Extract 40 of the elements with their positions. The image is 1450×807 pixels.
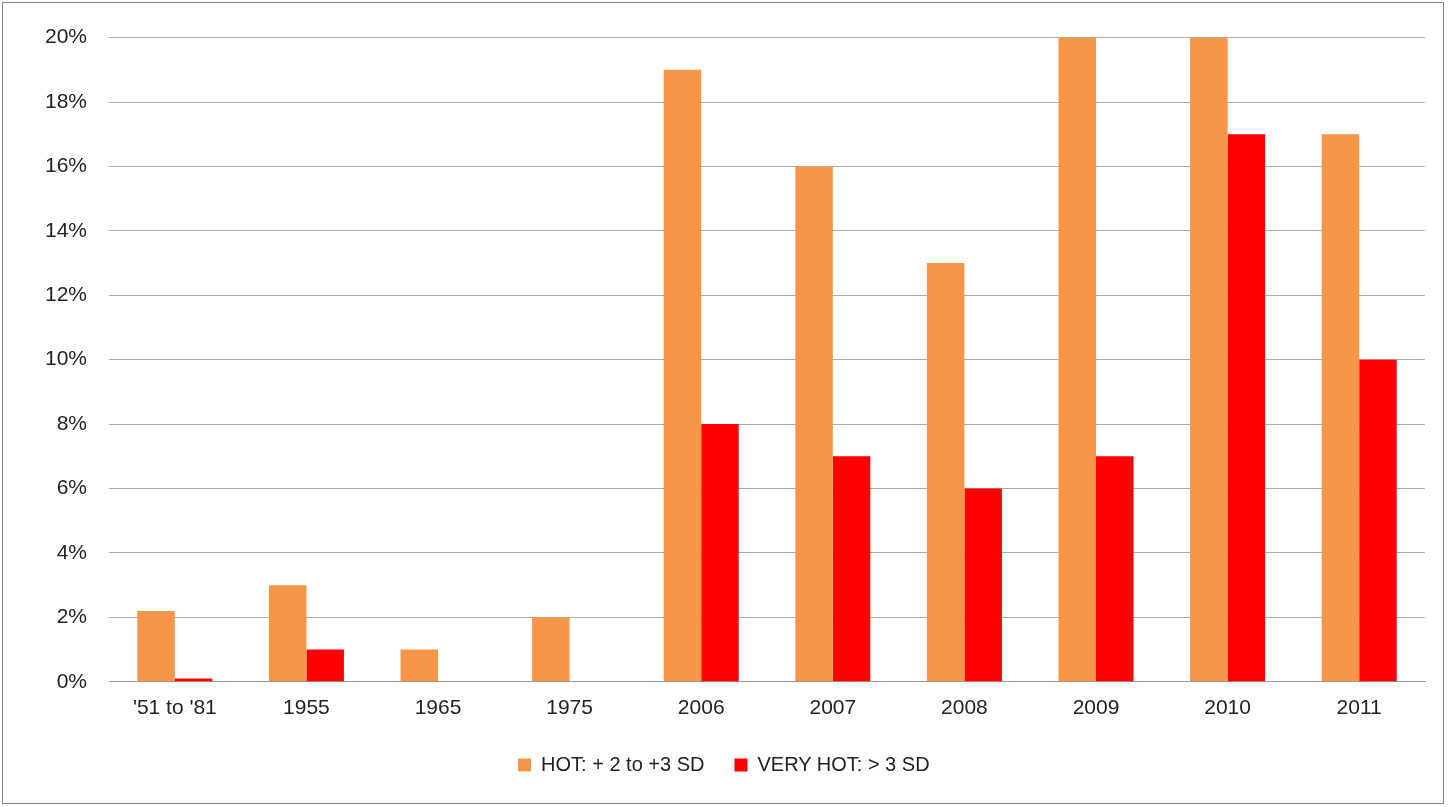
bar [663,69,702,682]
bar [268,585,307,682]
y-tick-label: 6% [56,475,88,499]
bar [926,263,965,682]
y-tick-label: 16% [45,153,88,177]
x-tick-label: 2009 [1072,695,1120,719]
x-tick-label: 1975 [546,695,593,719]
x-tick-label: 1955 [283,695,330,719]
x-tick-label: 1965 [414,695,462,719]
x-tick-label: 2008 [941,695,988,719]
y-tick-label: 20% [45,24,88,48]
bar [306,649,344,682]
y-tick-label: 8% [56,410,88,434]
bar [1096,456,1134,682]
y-tick-label: 14% [45,217,88,241]
bar [1190,37,1228,682]
legend-label: VERY HOT: > 3 SD [757,752,930,775]
bar [1058,37,1097,682]
y-tick-label: 18% [45,88,88,112]
bar [795,166,833,682]
y-tick-label: 12% [45,282,88,306]
x-tick-label: 2006 [677,695,725,719]
y-tick-label: 2% [56,604,88,628]
x-tick-label: 2010 [1204,695,1251,719]
y-tick-label: 10% [45,346,88,370]
bar [532,617,570,682]
y-tick-label: 4% [56,539,88,563]
bar [1321,134,1360,682]
y-tick-label: 0% [56,668,88,692]
x-tick-label: '51 to '81 [132,695,217,719]
x-tick-label: 2011 [1336,695,1382,719]
bar [137,610,175,682]
bar [400,649,439,682]
bar [1359,359,1397,682]
bar [701,424,739,682]
bar [1227,134,1266,682]
bar [964,488,1002,682]
x-tick-label: 2007 [809,695,857,719]
legend-label: HOT: + 2 to +3 SD [541,752,705,775]
bar [832,456,871,682]
